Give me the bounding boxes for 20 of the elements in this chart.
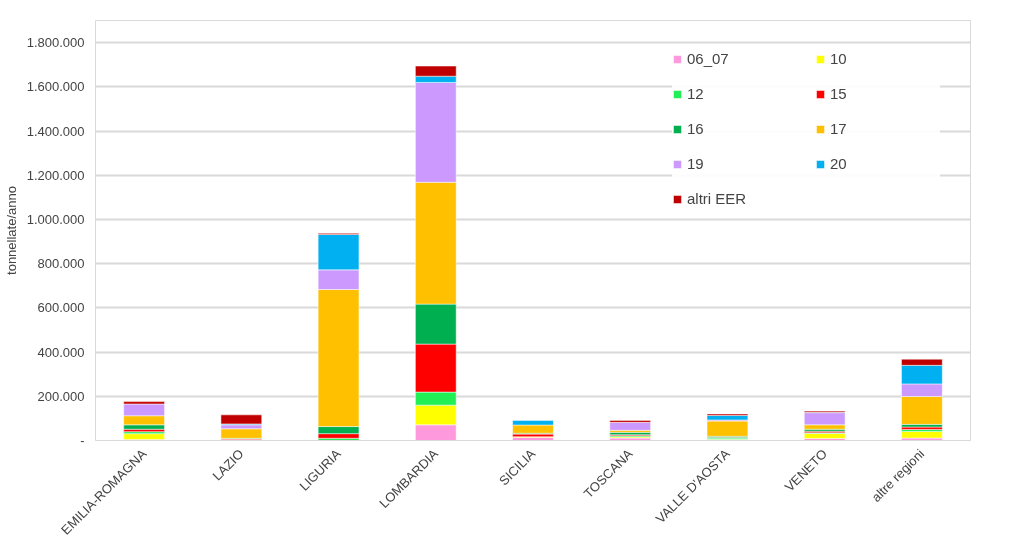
legend-label: 16 [687, 120, 705, 137]
y-tick-label: 1.400.000 [26, 123, 85, 139]
y-axis-title: tonnellate/anno [3, 186, 19, 275]
y-tick-label: 1.200.000 [26, 167, 85, 183]
legend-label: 20 [830, 155, 848, 172]
y-tick-label: 400.000 [37, 344, 85, 360]
y-tick-label: 800.000 [37, 256, 85, 272]
legend-label: 10 [830, 50, 848, 67]
legend-label: 15 [830, 85, 848, 102]
y-tick-label: 600.000 [37, 300, 85, 316]
legend-label: 12 [687, 85, 705, 102]
y-tick-label: 1.600.000 [26, 79, 85, 95]
legend-label: altri EER [687, 190, 748, 207]
y-tick-label: 1.000.000 [26, 211, 85, 227]
legend-label: 17 [830, 120, 848, 137]
y-tick-label: 1.800.000 [26, 35, 85, 51]
y-tick-label: - [80, 433, 85, 448]
legend-label: 06_07 [687, 50, 730, 67]
y-tick-label: 200.000 [37, 388, 85, 404]
legend-label: 19 [687, 155, 705, 172]
